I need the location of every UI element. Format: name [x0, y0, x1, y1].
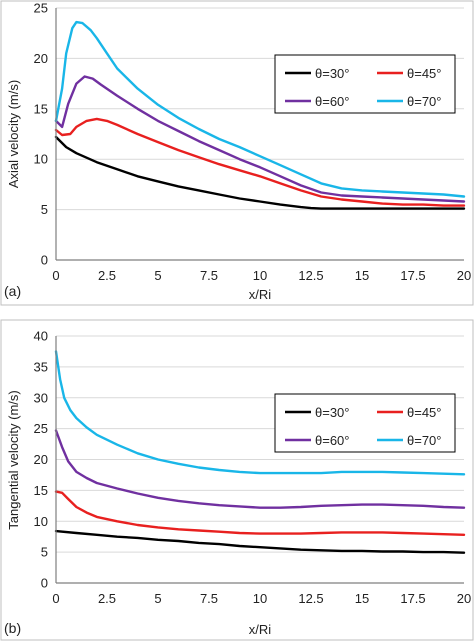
chart-a-xlabel: x/Ri	[249, 287, 272, 302]
xtick-label-b-7: 17.5	[400, 591, 425, 606]
xtick-label-a-0: 0	[52, 268, 59, 283]
chart-a-legend-box	[274, 54, 456, 114]
chart-a-series	[54, 20, 466, 210]
legend-label-b-2: θ=60°	[315, 433, 349, 448]
series-line-b-3	[54, 350, 466, 476]
ytick-label-b-0: 0	[41, 576, 48, 591]
series-line-b-2	[54, 429, 466, 509]
xtick-label-a-3: 7.5	[200, 268, 218, 283]
chart-a-plot-area	[56, 8, 464, 260]
xtick-label-b-2: 5	[154, 591, 161, 606]
ytick-label-a-3: 15	[34, 101, 48, 116]
chart-b-panel-label: (b)	[4, 620, 21, 636]
chart-b-xtick-labels: 0 2.5 5 7.5 10 12.5 15 17.5 20	[52, 591, 471, 606]
legend-label-a-3: θ=70°	[407, 94, 441, 109]
chart-a-legend: θ=30° θ=45° θ=60° θ=70°	[274, 54, 456, 114]
series-line-a-2	[54, 75, 466, 203]
xtick-label-a-4: 10	[253, 268, 267, 283]
ytick-label-b-3: 15	[34, 483, 48, 498]
ytick-label-a-0: 0	[41, 253, 48, 268]
legend-label-a-0: θ=30°	[315, 66, 349, 81]
legend-label-b-1: θ=45°	[407, 405, 441, 420]
xtick-label-b-4: 10	[253, 591, 267, 606]
xtick-label-a-7: 17.5	[400, 268, 425, 283]
xtick-label-a-1: 2.5	[98, 268, 116, 283]
xtick-label-a-8: 20	[457, 268, 471, 283]
chart-a-ytick-labels: 0 5 10 15 20 25	[34, 1, 48, 268]
series-line-a-1	[54, 117, 466, 207]
xtick-label-b-5: 12.5	[298, 591, 323, 606]
chart-b-axes	[55, 336, 464, 584]
chart-a-panel-label: (a)	[4, 283, 21, 299]
ytick-label-a-2: 10	[34, 152, 48, 167]
ytick-label-a-5: 25	[34, 1, 48, 16]
ytick-label-b-6: 30	[34, 390, 48, 405]
legend-label-a-2: θ=60°	[315, 94, 349, 109]
legend-label-b-0: θ=30°	[315, 405, 349, 420]
chart-b-frame	[0, 319, 474, 641]
chart-a-xtick-labels: 0 2.5 5 7.5 10 12.5 15 17.5 20	[52, 268, 471, 283]
xtick-label-b-3: 7.5	[200, 591, 218, 606]
ytick-label-b-8: 40	[34, 329, 48, 344]
series-line-b-0	[54, 529, 466, 554]
legend-label-a-1: θ=45°	[407, 66, 441, 81]
series-line-a-0	[54, 135, 466, 210]
xtick-label-a-5: 12.5	[298, 268, 323, 283]
xtick-label-a-2: 5	[154, 268, 161, 283]
series-line-a-3	[54, 20, 466, 198]
ytick-label-a-4: 20	[34, 51, 48, 66]
chart-b-legend: θ=30° θ=45° θ=60° θ=70°	[274, 393, 456, 453]
ytick-label-a-1: 5	[41, 202, 48, 217]
ytick-label-b-4: 20	[34, 452, 48, 467]
xtick-label-b-1: 2.5	[98, 591, 116, 606]
ytick-label-b-1: 5	[41, 545, 48, 560]
chart-b-legend-box	[274, 393, 456, 453]
chart-b-series	[54, 350, 466, 554]
xtick-label-a-6: 15	[355, 268, 369, 283]
chart-a-ylabel: Axial velocity (m/s)	[6, 80, 21, 188]
ytick-label-b-5: 25	[34, 421, 48, 436]
ytick-label-b-7: 35	[34, 359, 48, 374]
series-line-b-1	[54, 490, 466, 536]
chart-b-ytick-labels: 0 5 10 15 20 25 30 35 40	[34, 329, 48, 591]
chart-a-axes	[55, 8, 464, 261]
ytick-label-b-2: 10	[34, 514, 48, 529]
xtick-label-b-0: 0	[52, 591, 59, 606]
legend-label-b-3: θ=70°	[407, 433, 441, 448]
xtick-label-b-8: 20	[457, 591, 471, 606]
chart-b-ylabel: Tangential velocity (m/s)	[6, 390, 21, 529]
panel-a: 0 5 10 15 20 25 0 2.5 5 7.5 10 12.5 15 17.5 20 Axial …	[0, 0, 474, 306]
xtick-label-b-6: 15	[355, 591, 369, 606]
chart-b-xlabel: x/Ri	[249, 622, 272, 637]
chart-a-frame	[0, 0, 474, 306]
